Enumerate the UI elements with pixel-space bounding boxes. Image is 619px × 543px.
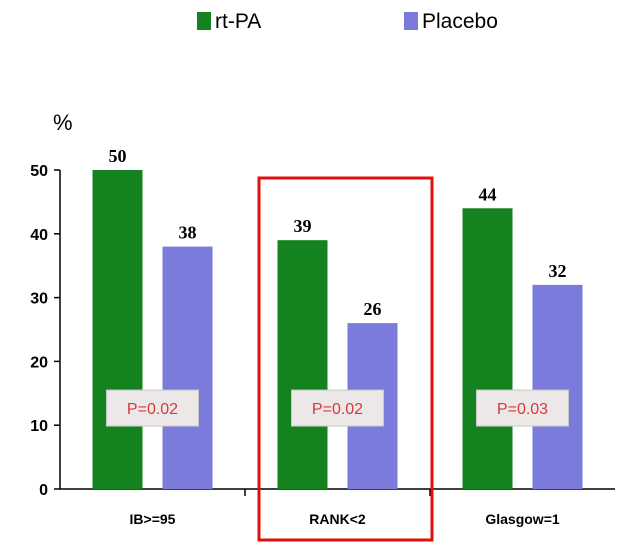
legend-label-placebo: Placebo (422, 10, 498, 33)
legend-swatch-placebo (404, 12, 418, 30)
value-label: 39 (294, 216, 312, 236)
p-value-box (106, 389, 199, 427)
y-axis-label: % (53, 110, 73, 135)
p-value-box (291, 389, 384, 427)
p-value-label: P=0.02 (312, 401, 363, 418)
p-value-label: P=0.03 (497, 401, 548, 418)
y-tick-label: 50 (30, 163, 48, 180)
x-category-separators (244, 489, 431, 496)
y-ticks: 0 10 20 30 40 50 (30, 163, 60, 499)
y-tick-label: 30 (30, 291, 48, 308)
value-label: 44 (479, 184, 497, 204)
x-tick-labels: IB>=95 RANK<2 Glasgow=1 (130, 511, 560, 527)
highlight-frame (257, 176, 434, 542)
p-value-boxes: P=0.02 P=0.02 P=0.03 (106, 389, 569, 427)
p-value-label: P=0.02 (127, 401, 178, 418)
value-label: 50 (109, 146, 127, 166)
value-label: 26 (364, 299, 382, 319)
bar-placebo-0 (162, 246, 213, 489)
y-tick-label: 40 (30, 227, 48, 244)
bar-rt-pa-1 (277, 240, 328, 489)
p-value-box (476, 389, 569, 427)
legend-label-rt-pa: rt-PA (215, 10, 261, 33)
x-tick-label: Glasgow=1 (485, 511, 560, 527)
bars (92, 170, 583, 489)
legend-swatch-rt-pa (197, 12, 211, 30)
y-tick-label: 0 (39, 482, 48, 499)
y-tick-label: 20 (30, 354, 48, 371)
value-label: 38 (179, 223, 197, 243)
value-labels: 50 38 39 26 44 32 (109, 146, 567, 319)
bar-rt-pa-2 (462, 208, 513, 489)
bar-placebo-2 (532, 284, 583, 489)
value-label: 32 (549, 261, 567, 281)
bar-rt-pa-0 (92, 170, 143, 489)
y-tick-label: 10 (30, 418, 48, 435)
x-tick-label: IB>=95 (130, 511, 176, 527)
legend: rt-PA Placebo (197, 10, 498, 33)
x-tick-label: RANK<2 (309, 511, 366, 527)
